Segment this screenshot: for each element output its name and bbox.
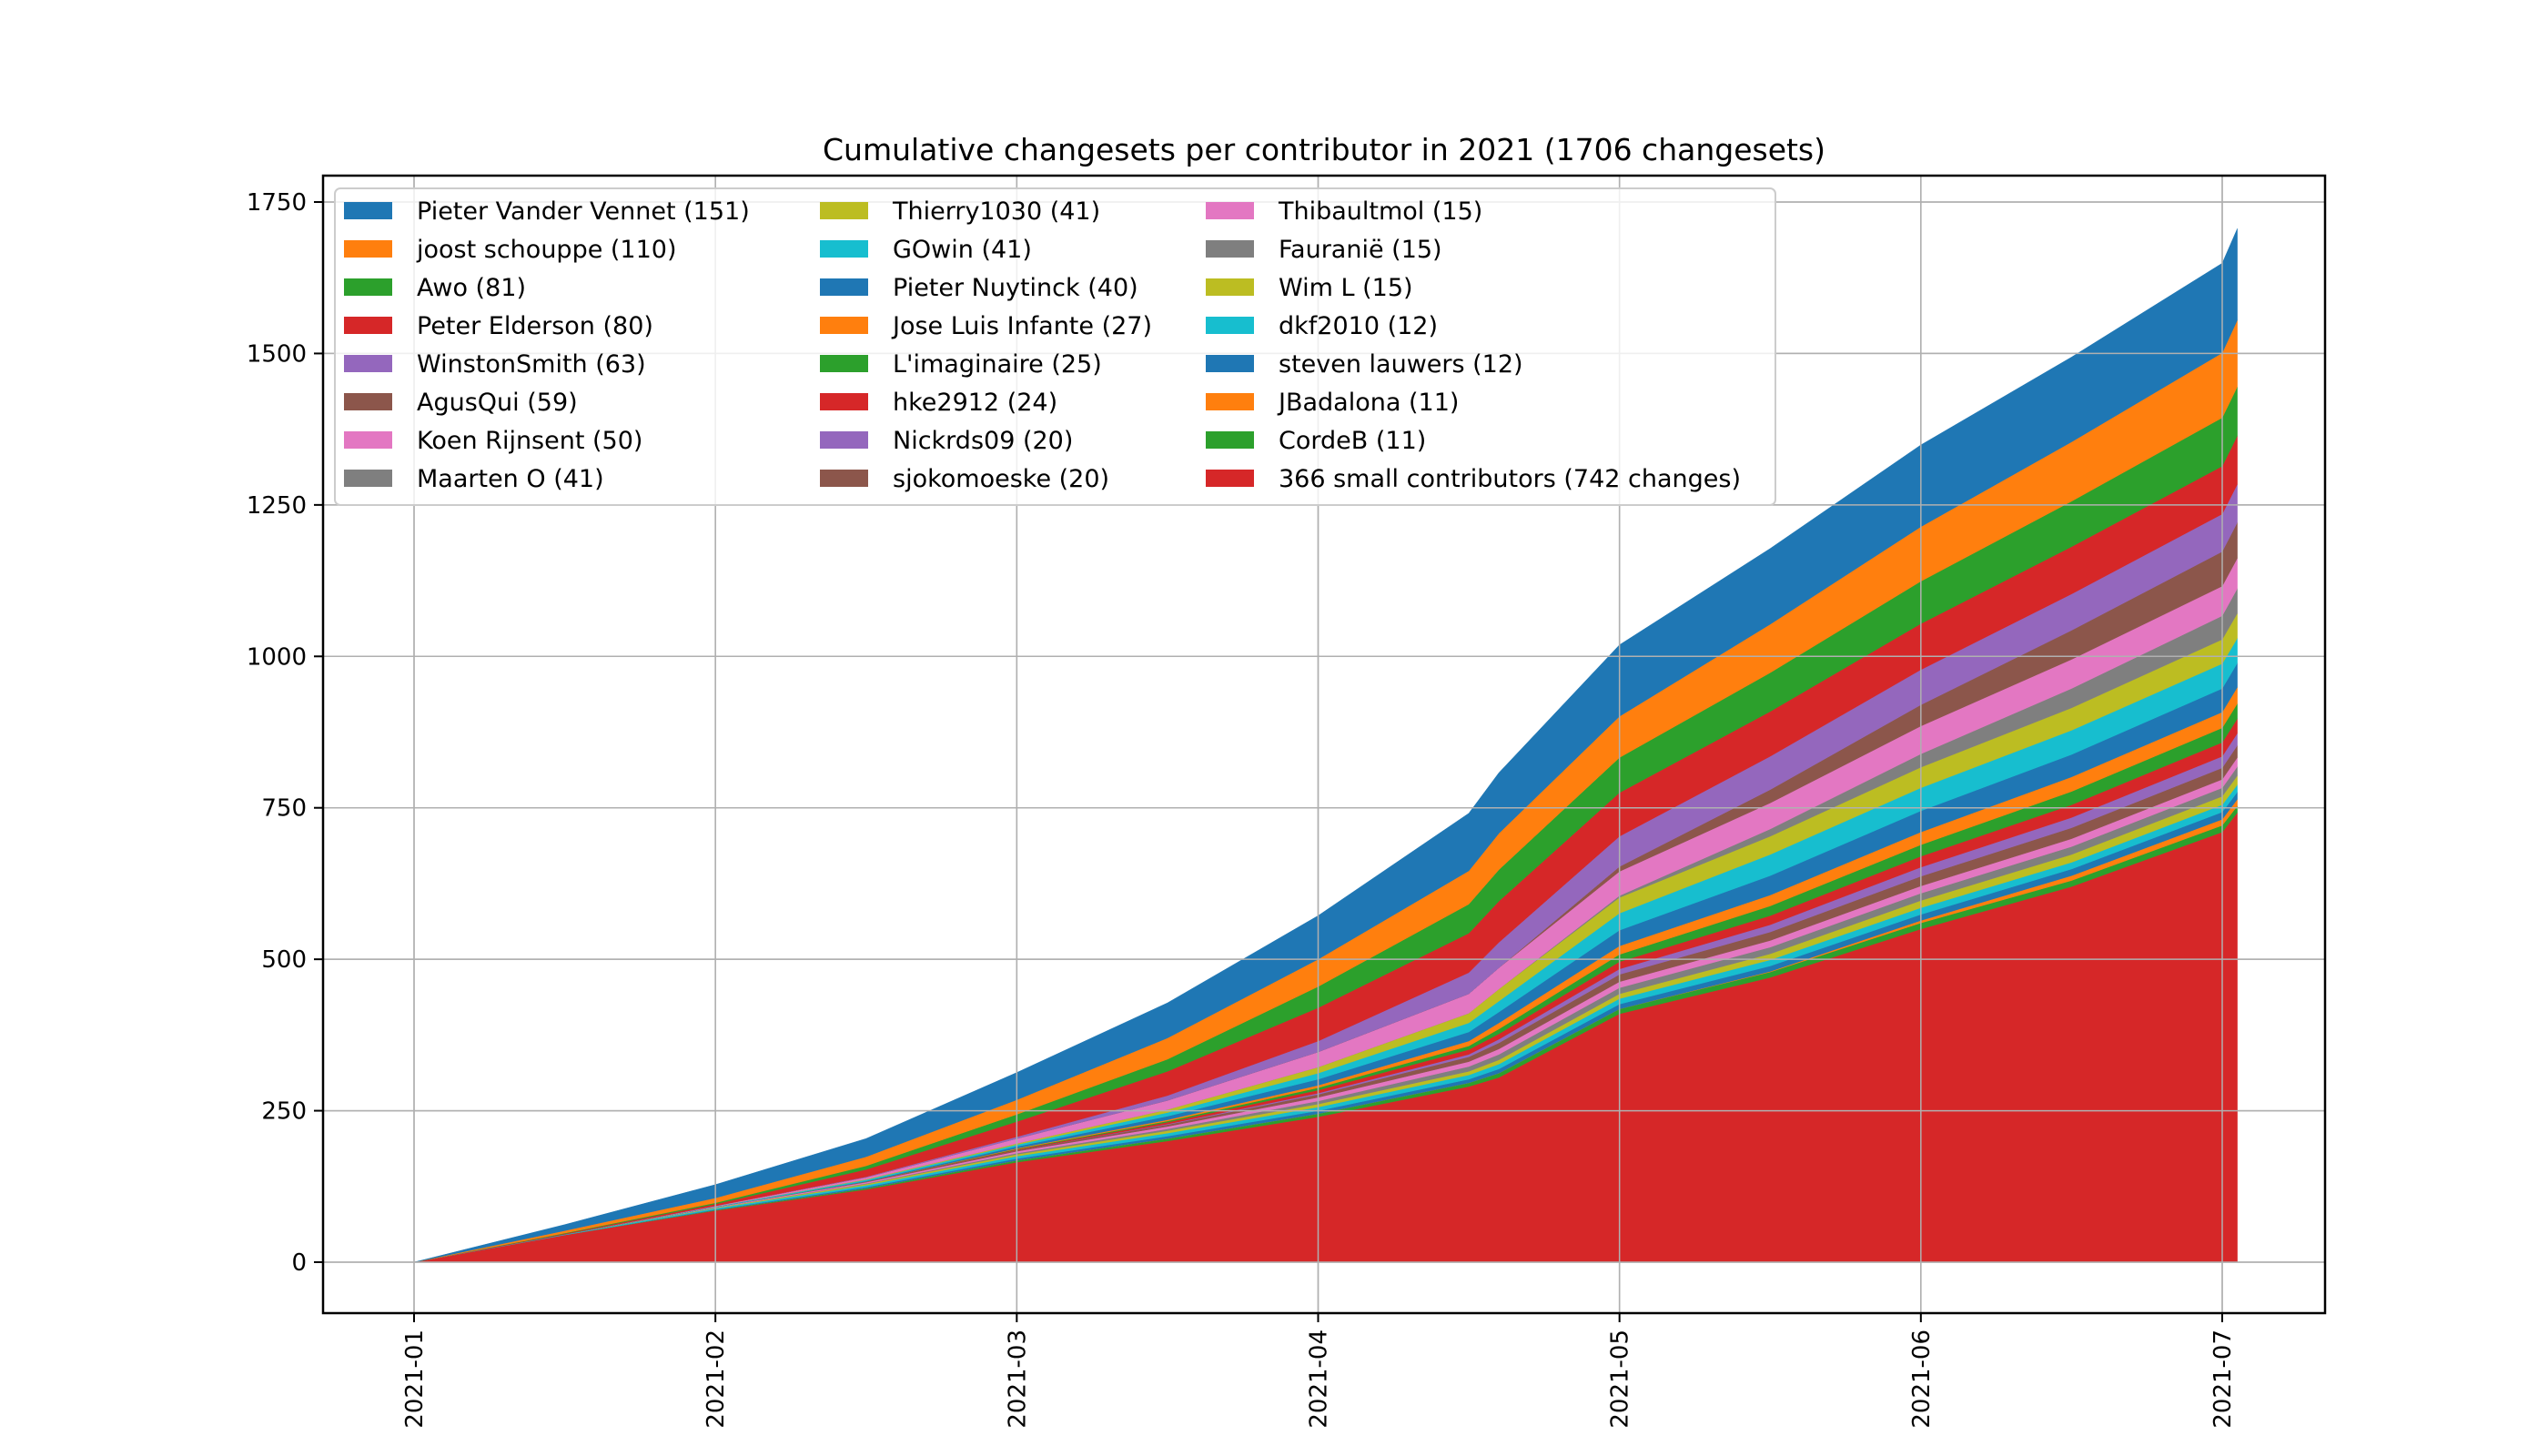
legend-label: AgusQui (59) xyxy=(417,389,578,417)
legend-item: GOwin (41) xyxy=(820,236,1032,264)
legend-item: sjokomoeske (20) xyxy=(820,465,1109,493)
legend-swatch xyxy=(1206,278,1254,296)
legend-item: AgusQui (59) xyxy=(344,389,578,417)
x-tick-label: 2021-07 xyxy=(2209,1330,2237,1429)
legend-item: steven lauwers (12) xyxy=(1206,350,1523,379)
legend-swatch xyxy=(1206,431,1254,449)
legend-label: 366 small contributors (742 changes) xyxy=(1279,465,1741,493)
legend-item: Nickrds09 (20) xyxy=(820,427,1073,455)
legend-item: dkf2010 (12) xyxy=(1206,312,1438,340)
legend-item: L'imaginaire (25) xyxy=(820,350,1102,379)
legend-label: hke2912 (24) xyxy=(893,389,1057,417)
legend-item: 366 small contributors (742 changes) xyxy=(1206,465,1741,493)
legend-label: Thibaultmol (15) xyxy=(1278,197,1482,226)
legend-item: WinstonSmith (63) xyxy=(344,350,646,379)
legend-swatch xyxy=(820,317,868,334)
y-tick-label: 1500 xyxy=(247,340,307,368)
legend-swatch xyxy=(820,470,868,487)
legend-label: Pieter Vander Vennet (151) xyxy=(417,197,750,226)
legend-label: CordeB (11) xyxy=(1279,427,1426,455)
legend-swatch xyxy=(1206,470,1254,487)
axes-frame xyxy=(321,174,2327,1315)
legend-label: dkf2010 (12) xyxy=(1279,312,1438,340)
y-tick-label: 250 xyxy=(261,1098,307,1126)
legend-swatch xyxy=(344,355,392,372)
legend-label: Peter Elderson (80) xyxy=(417,312,653,340)
x-axis: 2021-01 2021-02 2021-03 2021-04 2021-05 2021-… xyxy=(401,1313,2237,1429)
y-tick-label: 500 xyxy=(261,946,307,974)
x-tick-label: 2021-05 xyxy=(1607,1330,1634,1429)
legend-label: Nickrds09 (20) xyxy=(893,427,1073,455)
x-tick-label: 2021-04 xyxy=(1306,1330,1333,1429)
legend-swatch xyxy=(820,278,868,296)
legend-item: Awo (81) xyxy=(344,274,526,302)
legend-swatch xyxy=(820,240,868,258)
legend-label: Awo (81) xyxy=(417,274,526,302)
legend-swatch xyxy=(1206,202,1254,219)
x-tick-label: 2021-01 xyxy=(401,1330,429,1429)
legend-label: L'imaginaire (25) xyxy=(893,350,1102,379)
legend-label: Thierry1030 (41) xyxy=(892,197,1100,226)
legend-swatch xyxy=(344,431,392,449)
legend-label: Wim L (15) xyxy=(1279,274,1413,302)
legend-label: Pieter Nuytinck (40) xyxy=(893,274,1138,302)
legend-swatch xyxy=(820,393,868,410)
legend-item: Jose Luis Infante (27) xyxy=(820,312,1152,340)
legend-item: Pieter Vander Vennet (151) xyxy=(344,197,750,226)
y-tick-label: 750 xyxy=(261,795,307,823)
legend-label: Maarten O (41) xyxy=(417,465,604,493)
legend-swatch xyxy=(344,278,392,296)
legend-label: joost schouppe (110) xyxy=(416,236,677,264)
legend-item: Wim L (15) xyxy=(1206,274,1413,302)
legend-swatch xyxy=(344,317,392,334)
legend-item: hke2912 (24) xyxy=(820,389,1057,417)
y-tick-label: 0 xyxy=(291,1249,307,1277)
legend-swatch xyxy=(1206,355,1254,372)
legend-swatch xyxy=(344,393,392,410)
legend-label: Jose Luis Infante (27) xyxy=(891,312,1152,340)
area-pieter-vander-vennet-151 xyxy=(413,228,2238,1263)
y-tick-label: 1250 xyxy=(247,492,307,520)
legend-swatch xyxy=(344,240,392,258)
legend-swatch xyxy=(820,355,868,372)
chart-title: Cumulative changesets per contributor in… xyxy=(823,132,1825,167)
legend-swatch xyxy=(1206,317,1254,334)
legend-item: Peter Elderson (80) xyxy=(344,312,653,340)
y-tick-label: 1750 xyxy=(247,189,307,217)
legend-label: WinstonSmith (63) xyxy=(417,350,646,379)
legend-label: steven lauwers (12) xyxy=(1279,350,1523,379)
legend-item: Thierry1030 (41) xyxy=(820,197,1100,226)
legend-swatch xyxy=(820,431,868,449)
legend-swatch xyxy=(344,202,392,219)
x-tick-label: 2021-03 xyxy=(1004,1330,1031,1429)
legend-box xyxy=(334,187,1776,506)
legend-label: GOwin (41) xyxy=(893,236,1032,264)
legend-swatch xyxy=(1206,240,1254,258)
legend-label: JBadalona (11) xyxy=(1277,389,1459,417)
y-axis: 0 250 500 750 1000 1250 1500 1750 xyxy=(247,189,323,1277)
legend-swatch xyxy=(1206,393,1254,410)
legend-item: Thibaultmol (15) xyxy=(1206,197,1482,226)
legend-swatch xyxy=(820,202,868,219)
legend-item: joost schouppe (110) xyxy=(344,236,677,264)
legend-item: Pieter Nuytinck (40) xyxy=(820,274,1138,302)
x-tick-label: 2021-02 xyxy=(703,1330,730,1429)
legend-item: Fauranië (15) xyxy=(1206,236,1442,264)
legend: Pieter Vander Vennet (151) joost schouppe… xyxy=(334,187,1776,506)
y-tick-label: 1000 xyxy=(247,643,307,671)
legend-label: sjokomoeske (20) xyxy=(893,465,1109,493)
x-tick-label: 2021-06 xyxy=(1908,1330,1936,1429)
legend-item: Koen Rijnsent (50) xyxy=(344,427,642,455)
legend-item: Maarten O (41) xyxy=(344,465,604,493)
legend-label: Fauranië (15) xyxy=(1279,236,1442,264)
legend-swatch xyxy=(344,470,392,487)
legend-item: CordeB (11) xyxy=(1206,427,1426,455)
legend-item: JBadalona (11) xyxy=(1206,389,1459,417)
legend-label: Koen Rijnsent (50) xyxy=(417,427,642,455)
